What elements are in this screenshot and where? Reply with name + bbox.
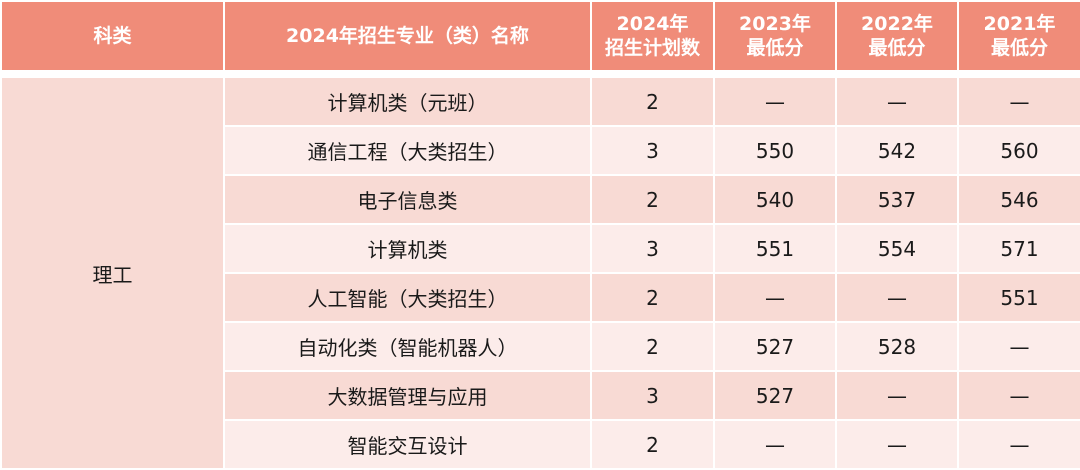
header-row: 科类 2024年招生专业（类）名称 2024年 招生计划数 2023年 最低分 … (0, 0, 1080, 72)
category-cell: 理工 (0, 76, 225, 470)
table-row: 智能交互设计 2 — — — (1, 419, 1080, 470)
plan-cell: 2 (590, 174, 715, 225)
major-cell: 计算机类（元班） (223, 76, 592, 127)
score-2021-cell: — (957, 321, 1080, 372)
score-2021-cell: 560 (957, 125, 1080, 176)
header-min-2022-line2: 最低分 (868, 37, 926, 59)
table-row: 通信工程（大类招生） 3 550 542 560 (1, 125, 1080, 176)
header-min-2021-line2: 最低分 (990, 37, 1048, 59)
score-2021-cell: 546 (957, 174, 1080, 225)
header-min-2023-line2: 最低分 (746, 37, 804, 59)
score-2021-cell: 571 (957, 223, 1080, 274)
table-row: 计算机类 3 551 554 571 (1, 223, 1080, 274)
header-min-2021-line1: 2021年 (983, 13, 1056, 35)
major-cell: 计算机类 (223, 223, 592, 274)
score-2022-cell: — (835, 76, 959, 127)
score-2021-cell: — (957, 419, 1080, 470)
score-2023-cell: 551 (713, 223, 837, 274)
plan-cell: 2 (590, 272, 715, 323)
score-2023-cell: — (713, 419, 837, 470)
score-2021-cell: — (957, 76, 1080, 127)
score-2023-cell: — (713, 272, 837, 323)
header-category: 科类 (0, 0, 225, 72)
plan-cell: 3 (590, 125, 715, 176)
table-row: 自动化类（智能机器人） 2 527 528 — (1, 321, 1080, 372)
score-2021-cell: — (957, 370, 1080, 421)
major-cell: 大数据管理与应用 (223, 370, 592, 421)
score-2022-cell: — (835, 370, 959, 421)
plan-cell: 3 (590, 223, 715, 274)
score-2023-cell: 540 (713, 174, 837, 225)
plan-cell: 2 (590, 321, 715, 372)
table-row: 大数据管理与应用 3 527 — — (1, 370, 1080, 421)
score-2023-cell: 550 (713, 125, 837, 176)
table-row: 理工 计算机类（元班） 2 — — — (0, 76, 1080, 470)
major-cell: 自动化类（智能机器人） (223, 321, 592, 372)
header-plan-2024-line2: 招生计划数 (604, 37, 700, 59)
plan-cell: 3 (590, 370, 715, 421)
header-min-2023-line1: 2023年 (739, 13, 811, 35)
score-2023-cell: 527 (713, 370, 837, 421)
header-min-2023: 2023年 最低分 (713, 0, 837, 72)
header-plan-2024-line1: 2024年 (616, 13, 689, 35)
table-row: 电子信息类 2 540 537 546 (1, 174, 1080, 225)
score-2022-cell: — (835, 419, 959, 470)
table-row: 人工智能（大类招生） 2 — — 551 (1, 272, 1080, 323)
score-2022-cell: 542 (835, 125, 959, 176)
header-plan-2024: 2024年 招生计划数 (590, 0, 715, 72)
major-cell: 人工智能（大类招生） (223, 272, 592, 323)
plan-cell: 2 (590, 76, 715, 127)
header-min-2022: 2022年 最低分 (835, 0, 959, 72)
score-2021-cell: 551 (957, 272, 1080, 323)
header-min-2021: 2021年 最低分 (957, 0, 1080, 72)
header-major: 2024年招生专业（类）名称 (223, 0, 592, 72)
score-2023-cell: 527 (713, 321, 837, 372)
major-cell: 通信工程（大类招生） (223, 125, 592, 176)
major-cell: 电子信息类 (223, 174, 592, 225)
plan-cell: 2 (590, 419, 715, 470)
score-2022-cell: 554 (835, 223, 959, 274)
score-2022-cell: 528 (835, 321, 959, 372)
score-2022-cell: — (835, 272, 959, 323)
header-min-2022-line1: 2022年 (861, 13, 933, 35)
major-cell: 智能交互设计 (223, 419, 592, 470)
score-2023-cell: — (713, 76, 837, 127)
score-2022-cell: 537 (835, 174, 959, 225)
